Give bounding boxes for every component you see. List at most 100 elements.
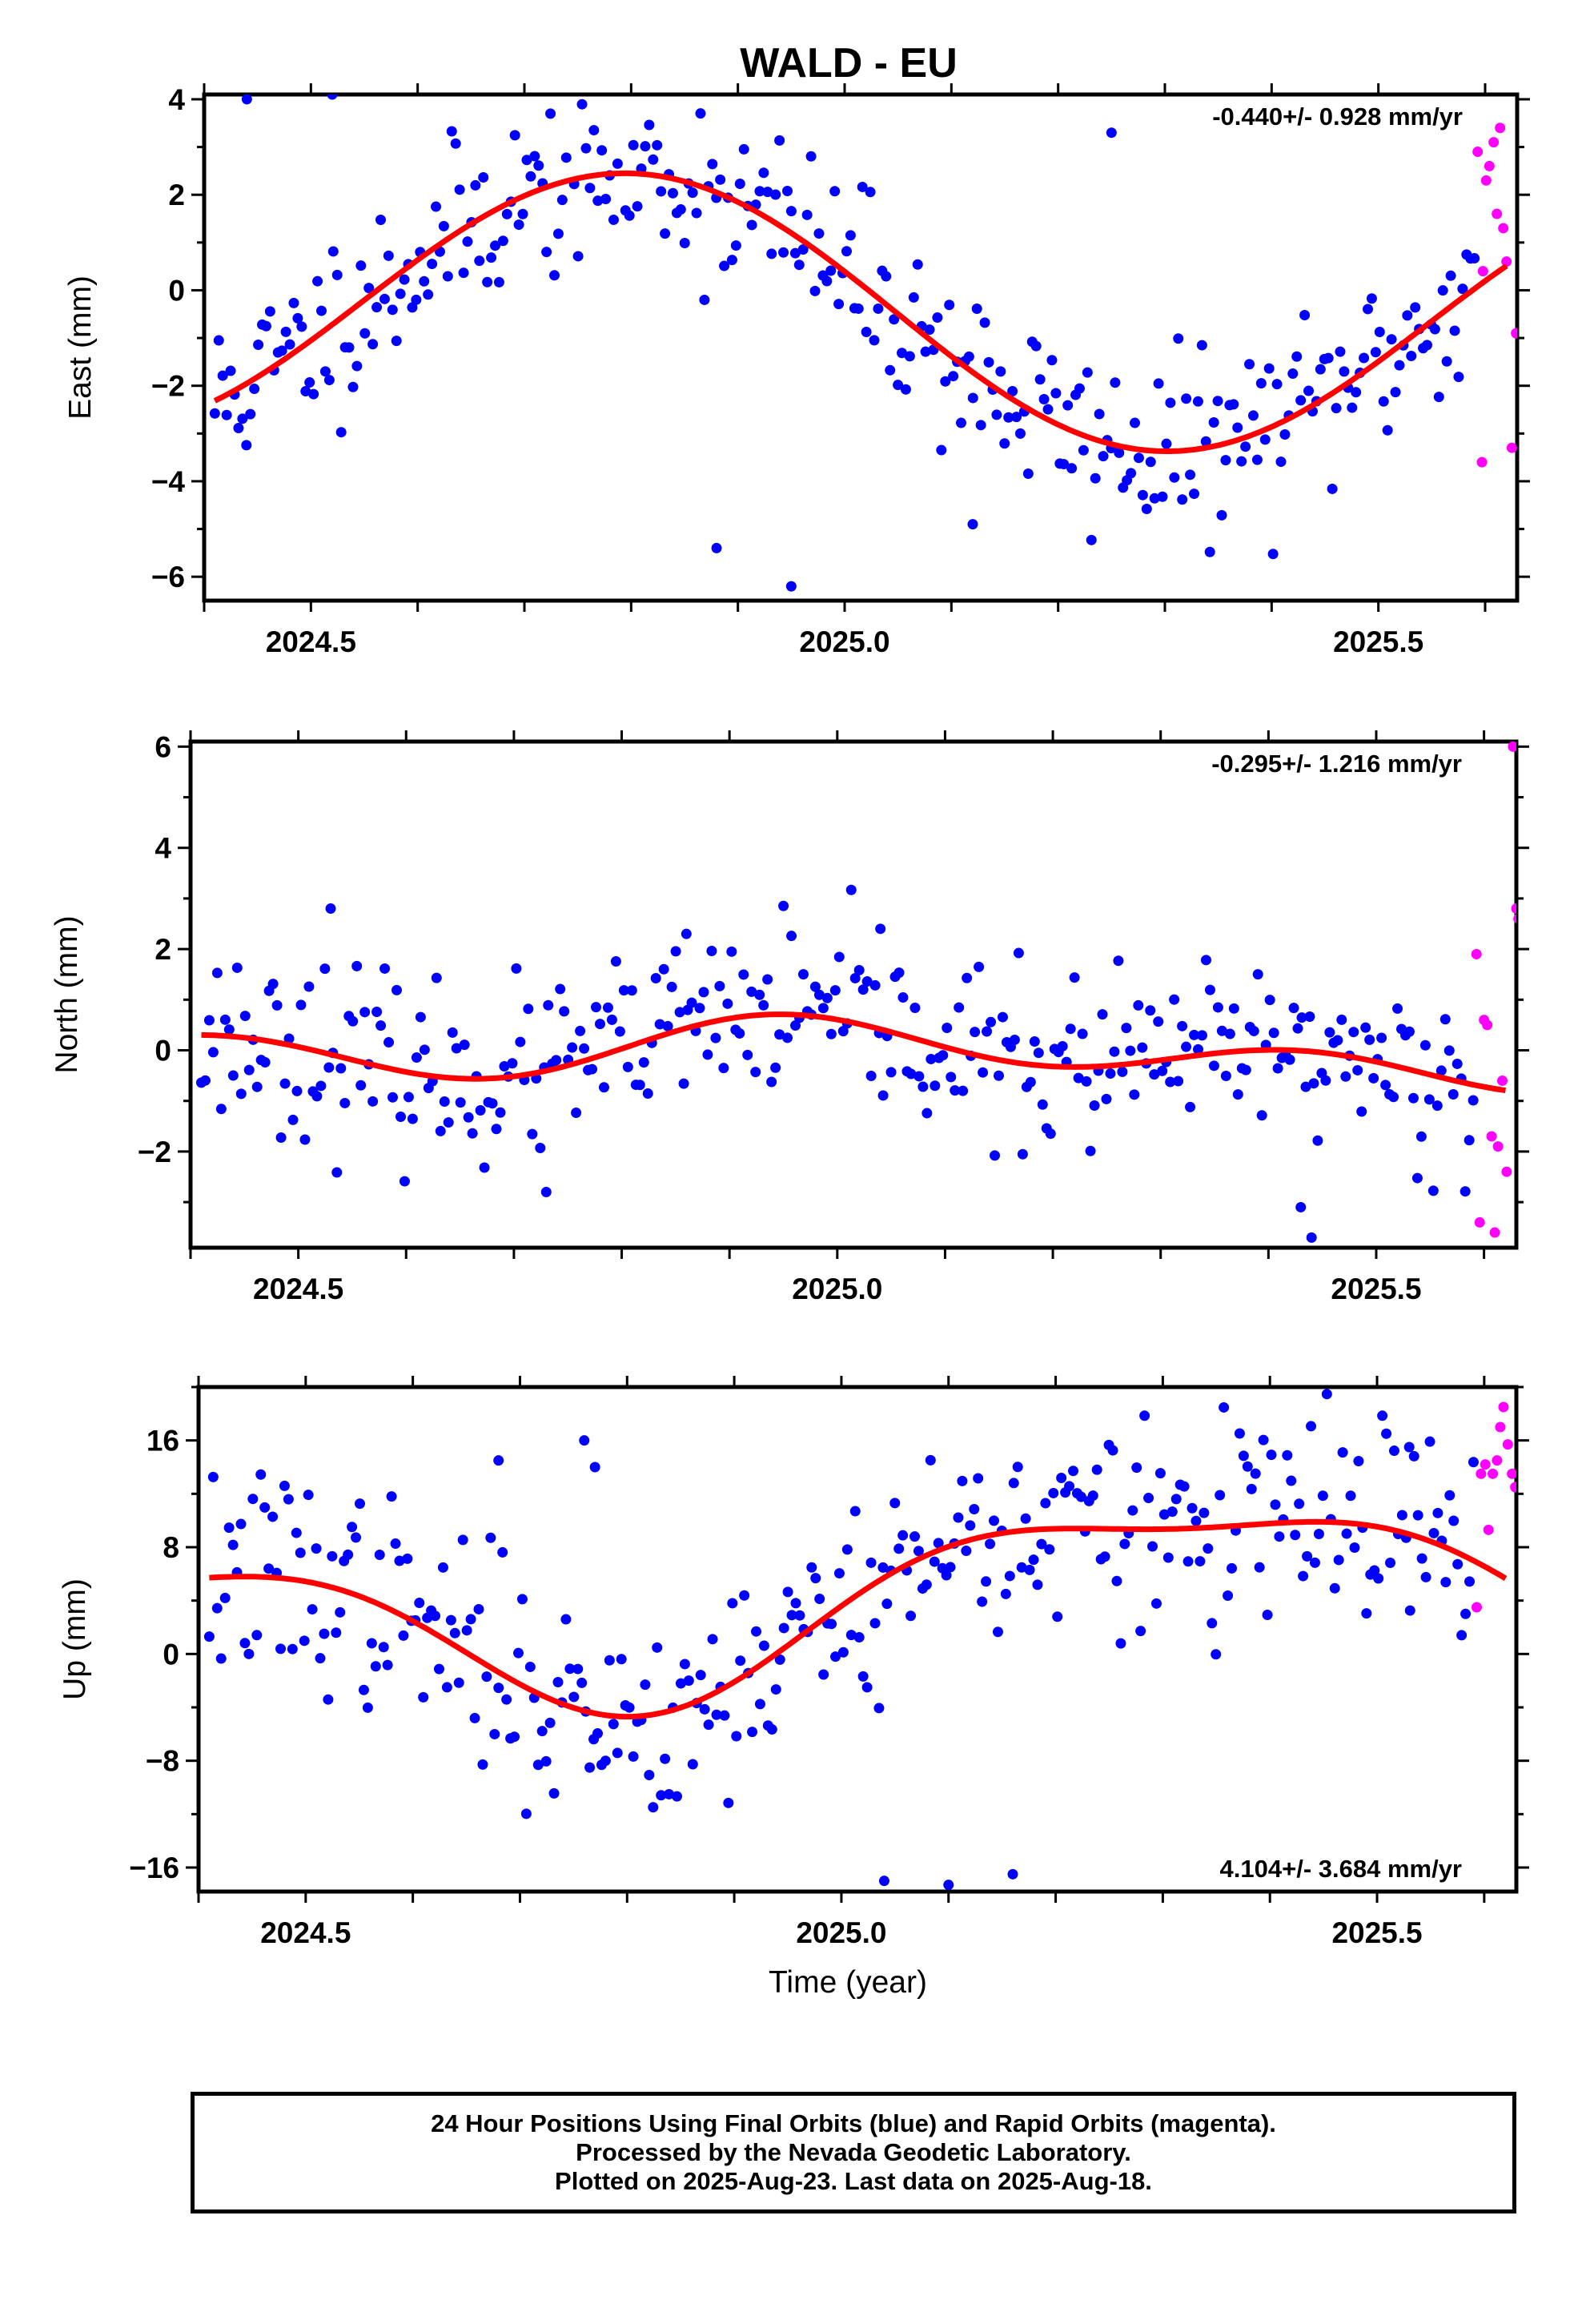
y-tick-label: 4 <box>155 832 171 865</box>
final-orbit-point <box>199 1075 211 1086</box>
final-orbit-point <box>1407 1092 1419 1104</box>
final-orbit-point <box>618 985 629 996</box>
final-orbit-point <box>1004 1570 1015 1582</box>
final-orbit-point <box>552 228 564 239</box>
final-orbit-point <box>207 1047 219 1058</box>
final-orbit-point <box>431 201 442 212</box>
final-orbit-point <box>507 1058 518 1069</box>
final-orbit-point <box>1066 463 1078 474</box>
final-orbit-point <box>311 1543 322 1554</box>
final-orbit-point <box>399 1176 410 1187</box>
final-orbit-point <box>213 335 224 346</box>
final-orbit-point <box>1216 509 1227 521</box>
final-orbit-point <box>419 1044 430 1055</box>
final-orbit-point <box>1105 1068 1116 1080</box>
final-orbit-point <box>849 1506 861 1517</box>
final-orbit-point <box>1016 1562 1027 1573</box>
final-orbit-point <box>580 143 592 154</box>
final-orbit-point <box>239 1638 251 1649</box>
final-orbit-point <box>497 1546 508 1558</box>
final-orbit-point <box>897 348 908 359</box>
final-orbit-point <box>644 119 655 131</box>
final-orbit-point <box>995 366 1006 377</box>
final-orbit-point <box>387 1092 399 1103</box>
final-orbit-point <box>849 972 861 983</box>
final-orbit-point <box>675 204 686 215</box>
velocity-rate-label-up: 4.104+/- 3.684 mm/yr <box>1220 1855 1462 1883</box>
final-orbit-point <box>667 187 678 199</box>
final-orbit-point <box>955 417 966 428</box>
final-orbit-point <box>1101 1093 1112 1104</box>
final-orbit-point <box>319 366 331 377</box>
final-orbit-point <box>343 1549 354 1560</box>
final-orbit-point <box>453 1677 464 1688</box>
rapid-orbit-point <box>1498 1401 1509 1413</box>
final-orbit-point <box>323 1694 334 1705</box>
final-orbit-point <box>523 1003 534 1015</box>
rapid-orbit-point <box>1501 1166 1512 1177</box>
final-orbit-point <box>459 1039 470 1051</box>
final-orbit-point <box>1077 1028 1088 1039</box>
final-orbit-point <box>1279 429 1291 440</box>
rapid-orbit-point <box>1498 223 1509 234</box>
final-orbit-point <box>652 1642 663 1653</box>
final-orbit-point <box>909 1531 921 1542</box>
final-orbit-point <box>1166 1506 1178 1518</box>
final-orbit-point <box>1121 1023 1132 1034</box>
final-orbit-point <box>335 427 347 438</box>
final-orbit-point <box>1460 1186 1471 1197</box>
final-orbit-point <box>936 444 947 456</box>
final-orbit-point <box>1341 1528 1352 1539</box>
final-orbit-point <box>584 183 596 194</box>
final-orbit-point <box>572 1663 584 1675</box>
final-orbit-point <box>1033 1047 1044 1059</box>
final-orbit-point <box>1196 340 1207 351</box>
final-orbit-point <box>841 1544 853 1555</box>
final-orbit-point <box>370 1661 381 1672</box>
final-orbit-point <box>315 1653 326 1664</box>
final-orbit-point <box>660 228 671 239</box>
final-orbit-point <box>687 1759 698 1770</box>
x-tick-label: 2024.5 <box>253 1273 343 1305</box>
final-orbit-point <box>284 339 295 350</box>
final-orbit-point <box>359 328 371 339</box>
final-orbit-point <box>287 1643 298 1655</box>
final-orbit-point <box>990 1150 1001 1161</box>
final-orbit-point <box>343 342 355 353</box>
final-orbit-point <box>616 45 627 55</box>
final-orbit-point <box>379 293 390 304</box>
final-orbit-point <box>810 1573 821 1584</box>
final-orbit-point <box>1074 383 1085 394</box>
final-orbit-point <box>1137 1042 1148 1053</box>
final-orbit-point <box>1390 387 1401 398</box>
final-orbit-point <box>1082 367 1093 378</box>
final-orbit-point <box>1220 455 1231 466</box>
final-orbit-point <box>1065 1023 1076 1035</box>
final-orbit-point <box>548 1787 560 1799</box>
final-orbit-point <box>1331 403 1342 414</box>
final-orbit-point <box>1058 459 1070 470</box>
final-orbit-point <box>1313 1529 1324 1540</box>
final-orbit-point <box>746 986 757 997</box>
x-tick-label: 2025.0 <box>799 625 889 658</box>
final-orbit-point <box>347 1015 359 1027</box>
final-orbit-point <box>1324 1027 1335 1038</box>
final-orbit-point <box>982 1026 993 1037</box>
final-orbit-point <box>1421 340 1432 351</box>
final-orbit-point <box>1275 456 1287 468</box>
final-orbit-point <box>454 184 465 195</box>
y-axis-label-east: East (mm) <box>63 275 98 420</box>
final-orbit-point <box>243 1064 255 1076</box>
final-orbit-point <box>754 989 765 1000</box>
final-orbit-point <box>833 951 845 963</box>
final-orbit-point <box>1008 1478 1019 1489</box>
final-orbit-point <box>679 238 690 249</box>
final-orbit-point <box>378 1642 389 1653</box>
final-orbit-point <box>857 181 868 192</box>
final-orbit-point <box>462 236 473 247</box>
final-orbit-point <box>944 300 955 311</box>
final-orbit-point <box>909 1003 921 1014</box>
final-orbit-point <box>267 1511 279 1522</box>
final-orbit-point <box>323 1062 335 1073</box>
final-orbit-point <box>762 187 773 198</box>
